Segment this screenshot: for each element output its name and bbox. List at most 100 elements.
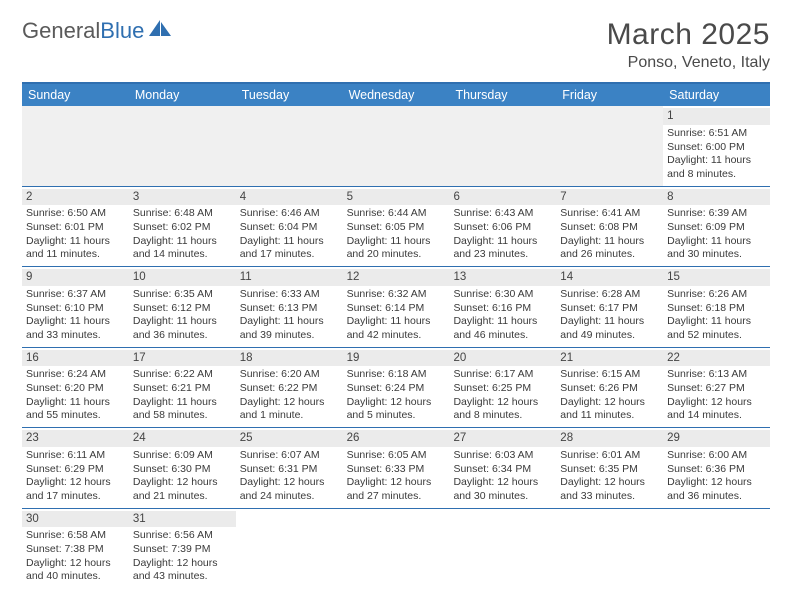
sunrise-text: Sunrise: 6:03 AM xyxy=(453,449,552,463)
day-cell: 19Sunrise: 6:18 AMSunset: 6:24 PMDayligh… xyxy=(343,348,450,428)
daylight-text: Daylight: 11 hours and 58 minutes. xyxy=(133,396,232,423)
day-number: 20 xyxy=(449,350,556,367)
daylight-text: Daylight: 12 hours and 36 minutes. xyxy=(667,476,766,503)
day-cell: 23 Sunrise: 6:11 AMSunset: 6:29 PMDayligh… xyxy=(22,428,129,508)
sunset-text: Sunset: 6:29 PM xyxy=(26,463,125,477)
empty-cell xyxy=(236,509,343,589)
sunrise-text: Sunrise: 6:20 AM xyxy=(240,368,339,382)
day-number: 26 xyxy=(343,430,450,447)
sunrise-text: Sunrise: 6:18 AM xyxy=(347,368,446,382)
day-cell: 5Sunrise: 6:44 AMSunset: 6:05 PMDaylight… xyxy=(343,187,450,267)
sunset-text: Sunset: 6:30 PM xyxy=(133,463,232,477)
day-number: 13 xyxy=(449,269,556,286)
sunrise-text: Sunrise: 6:32 AM xyxy=(347,288,446,302)
day-number: 5 xyxy=(343,189,450,206)
daylight-text: Daylight: 11 hours and 30 minutes. xyxy=(667,235,766,262)
daylight-text: Daylight: 12 hours and 17 minutes. xyxy=(26,476,125,503)
sunrise-text: Sunrise: 6:39 AM xyxy=(667,207,766,221)
day-number: 6 xyxy=(449,189,556,206)
day-cell: 4Sunrise: 6:46 AMSunset: 6:04 PMDaylight… xyxy=(236,187,343,267)
sunrise-text: Sunrise: 6:11 AM xyxy=(26,449,125,463)
daylight-text: Daylight: 12 hours and 40 minutes. xyxy=(26,557,125,584)
day-number: 30 xyxy=(22,511,129,528)
sunset-text: Sunset: 6:18 PM xyxy=(667,302,766,316)
sunset-text: Sunset: 6:22 PM xyxy=(240,382,339,396)
day-number: 31 xyxy=(129,511,236,528)
empty-cell xyxy=(22,106,129,186)
day-number: 10 xyxy=(129,269,236,286)
sunset-text: Sunset: 6:33 PM xyxy=(347,463,446,477)
day-number: 14 xyxy=(556,269,663,286)
sunset-text: Sunset: 6:05 PM xyxy=(347,221,446,235)
sunrise-text: Sunrise: 6:24 AM xyxy=(26,368,125,382)
sunset-text: Sunset: 6:31 PM xyxy=(240,463,339,477)
daylight-text: Daylight: 12 hours and 24 minutes. xyxy=(240,476,339,503)
logo-text-1: General xyxy=(22,18,100,44)
day-number: 15 xyxy=(663,269,770,286)
sunset-text: Sunset: 6:01 PM xyxy=(26,221,125,235)
day-cell: 13Sunrise: 6:30 AMSunset: 6:16 PMDayligh… xyxy=(449,267,556,347)
daylight-text: Daylight: 11 hours and 49 minutes. xyxy=(560,315,659,342)
daylight-text: Daylight: 12 hours and 8 minutes. xyxy=(453,396,552,423)
sail-icon xyxy=(147,18,173,44)
daylight-text: Daylight: 11 hours and 26 minutes. xyxy=(560,235,659,262)
day-cell: 1Sunrise: 6:51 AMSunset: 6:00 PMDaylight… xyxy=(663,106,770,186)
week-row: 9Sunrise: 6:37 AMSunset: 6:10 PMDaylight… xyxy=(22,267,770,348)
sunrise-text: Sunrise: 6:43 AM xyxy=(453,207,552,221)
daylight-text: Daylight: 11 hours and 52 minutes. xyxy=(667,315,766,342)
sunrise-text: Sunrise: 6:33 AM xyxy=(240,288,339,302)
header: GeneralBlue March 2025 Ponso, Veneto, It… xyxy=(22,18,770,72)
day-cell: 26Sunrise: 6:05 AMSunset: 6:33 PMDayligh… xyxy=(343,428,450,508)
logo-text-2: Blue xyxy=(100,18,144,44)
week-row: 16Sunrise: 6:24 AMSunset: 6:20 PM Dayligh… xyxy=(22,348,770,429)
sunrise-text: Sunrise: 6:22 AM xyxy=(133,368,232,382)
day-cell: 30Sunrise: 6:58 AMSunset: 7:38 PMDayligh… xyxy=(22,509,129,589)
day-number: 29 xyxy=(663,430,770,447)
daylight-text: Daylight: 11 hours and 8 minutes. xyxy=(667,154,766,181)
day-cell: 25Sunrise: 6:07 AMSunset: 6:31 PMDayligh… xyxy=(236,428,343,508)
week-row: 23Sunrise: 6:11 AMSunset: 6:29 PMDayligh… xyxy=(22,428,770,509)
sunrise-text: Sunrise: 6:58 AM xyxy=(26,529,125,543)
day-cell: 31Sunrise: 6:56 AMSunset: 7:39 PMDayligh… xyxy=(129,509,236,589)
day-cell: 15Sunrise: 6:26 AMSunset: 6:18 PMDayligh… xyxy=(663,267,770,347)
day-number: 2 xyxy=(22,189,129,206)
day-header: Monday xyxy=(129,84,236,106)
day-header: Friday xyxy=(556,84,663,106)
day-number: 23 xyxy=(22,430,129,447)
sunrise-text: Sunrise: 6:44 AM xyxy=(347,207,446,221)
daylight-text: Daylight: 12 hours and 30 minutes. xyxy=(453,476,552,503)
day-cell: 16Sunrise: 6:24 AMSunset: 6:20 PMDayligh… xyxy=(22,348,129,428)
empty-cell xyxy=(556,509,663,589)
sunset-text: Sunset: 6:12 PM xyxy=(133,302,232,316)
daylight-text: Daylight: 12 hours and 21 minutes. xyxy=(133,476,232,503)
day-header: Tuesday xyxy=(236,84,343,106)
sunrise-text: Sunrise: 6:15 AM xyxy=(560,368,659,382)
day-number: 1 xyxy=(663,108,770,125)
sunrise-text: Sunrise: 6:50 AM xyxy=(26,207,125,221)
empty-cell xyxy=(236,106,343,186)
day-cell: 11Sunrise: 6:33 AMSunset: 6:13 PMDayligh… xyxy=(236,267,343,347)
daylight-text: Daylight: 12 hours and 27 minutes. xyxy=(347,476,446,503)
title-block: March 2025 Ponso, Veneto, Italy xyxy=(607,18,770,72)
day-cell: 24Sunrise: 6:09 AMSunset: 6:30 PMDayligh… xyxy=(129,428,236,508)
empty-cell xyxy=(449,509,556,589)
sunrise-text: Sunrise: 6:28 AM xyxy=(560,288,659,302)
day-cell: 14Sunrise: 6:28 AMSunset: 6:17 PMDayligh… xyxy=(556,267,663,347)
sunset-text: Sunset: 7:39 PM xyxy=(133,543,232,557)
day-number: 4 xyxy=(236,189,343,206)
day-number: 16 xyxy=(22,350,129,367)
sunrise-text: Sunrise: 6:00 AM xyxy=(667,449,766,463)
sunrise-text: Sunrise: 6:51 AM xyxy=(667,127,766,141)
daylight-text: Daylight: 11 hours and 20 minutes. xyxy=(347,235,446,262)
sunset-text: Sunset: 6:04 PM xyxy=(240,221,339,235)
day-number: 12 xyxy=(343,269,450,286)
day-cell: 22Sunrise: 6:13 AMSunset: 6:27 PMDayligh… xyxy=(663,348,770,428)
sunset-text: Sunset: 6:20 PM xyxy=(26,382,125,396)
day-cell: 29Sunrise: 6:00 AMSunset: 6:36 PMDayligh… xyxy=(663,428,770,508)
empty-cell xyxy=(556,106,663,186)
day-number: 25 xyxy=(236,430,343,447)
day-number: 27 xyxy=(449,430,556,447)
day-number: 28 xyxy=(556,430,663,447)
daylight-text: Daylight: 12 hours and 11 minutes. xyxy=(560,396,659,423)
daylight-text: Daylight: 11 hours and 36 minutes. xyxy=(133,315,232,342)
